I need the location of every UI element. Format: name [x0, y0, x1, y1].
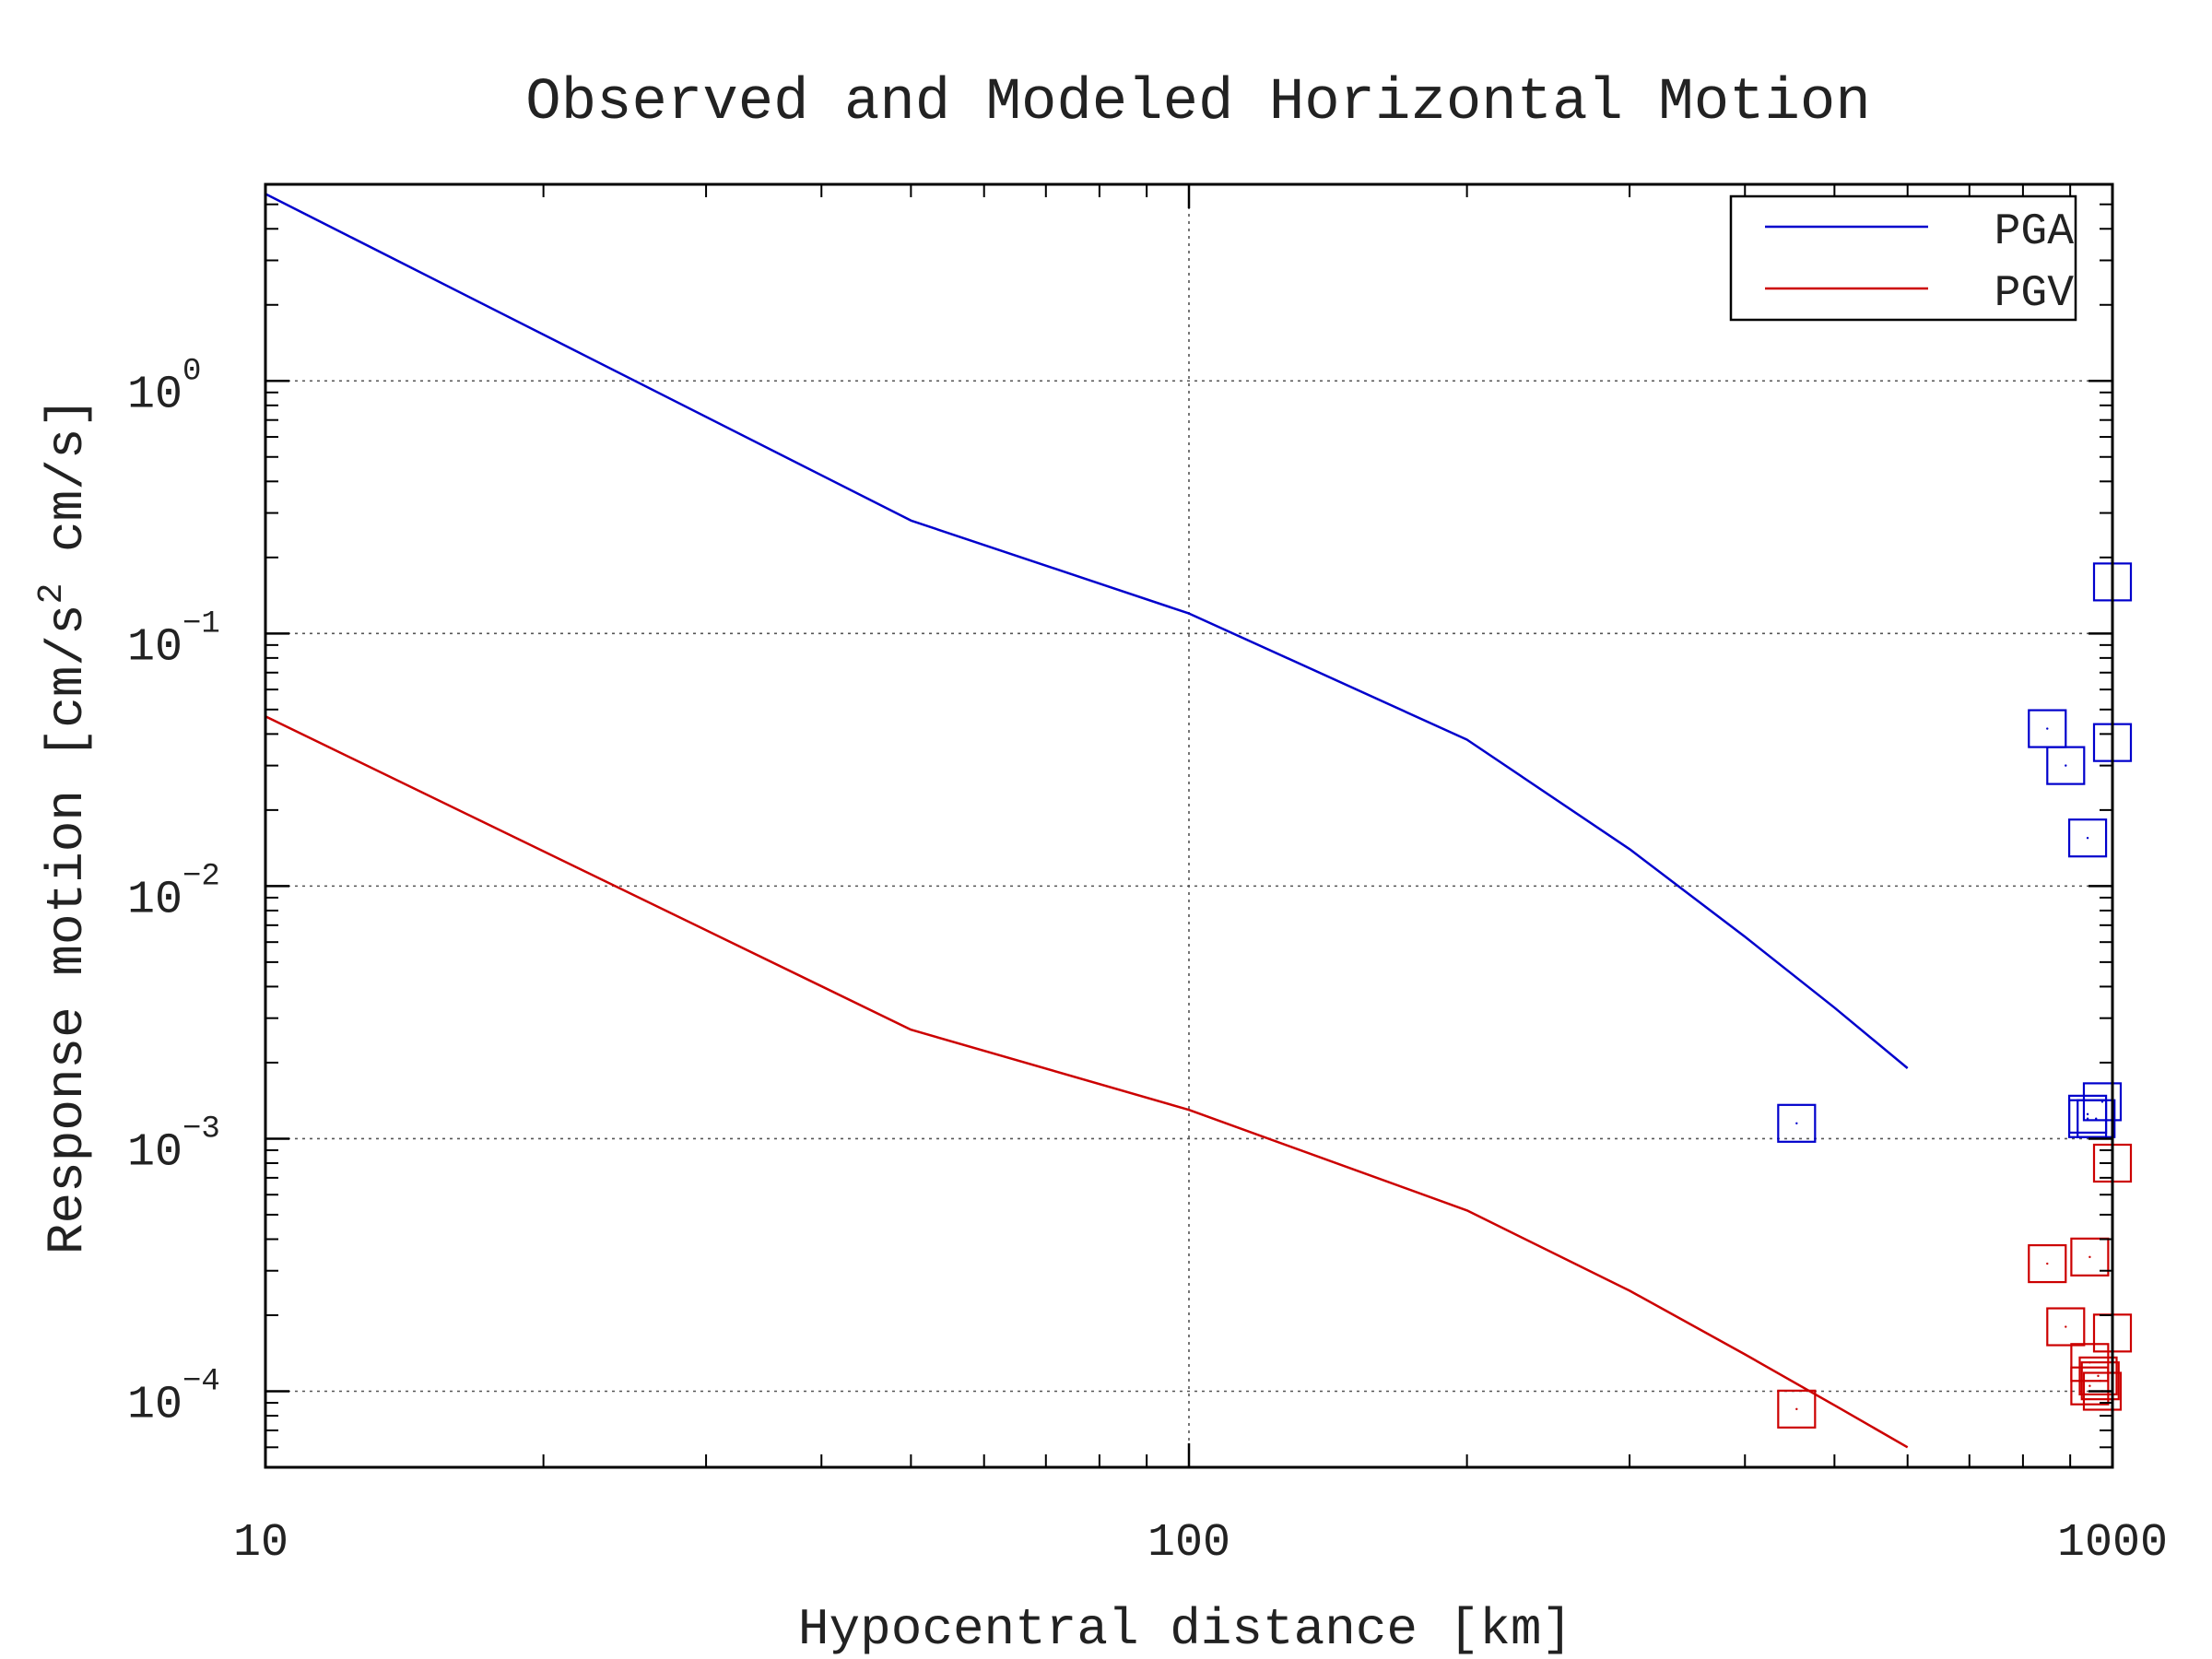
observed-point-dot [2100, 1100, 2104, 1103]
observed-point-dot [2088, 1255, 2091, 1259]
observed-point-dot [2086, 837, 2089, 840]
chart-title: Observed and Modeled Horizontal Motion [525, 70, 1870, 136]
series-line-pga [265, 193, 1909, 1069]
observed-point-dot [1795, 1122, 1798, 1125]
observed-point-marker [2046, 746, 2086, 785]
axis-ticks [264, 183, 2114, 1468]
observed-point-dot [2097, 1374, 2100, 1378]
y-axis-label: Response motion [cm/s2 cm/s] [32, 397, 97, 1254]
y-tick-label: 10−3 [127, 1112, 220, 1179]
observed-point-marker [2078, 1356, 2118, 1395]
observed-point-marker [2070, 1366, 2110, 1406]
observed-point-dot [2099, 1379, 2101, 1382]
observed-point-marker [2067, 818, 2108, 858]
x-tick-label: 1000 [2057, 1517, 2168, 1570]
observed-point-dot [2065, 1325, 2067, 1328]
y-tick-label: 100 [127, 354, 201, 421]
observed-point-dot [2086, 1112, 2089, 1116]
observed-point-marker [1777, 1389, 1817, 1429]
x-axis-label: Hypocentral distance [km] [798, 1600, 1572, 1659]
y-tick-label: 10−2 [127, 859, 220, 926]
observed-point-marker [2082, 1371, 2123, 1411]
observed-point-marker [2067, 1094, 2108, 1134]
series-lines [265, 193, 1909, 1449]
y-tick-labels: 100 10−1 10−2 10−3 10−4 [127, 354, 220, 1431]
observed-point-dot [2046, 1262, 2049, 1265]
grid-lines [265, 184, 2112, 1467]
observed-point-marker [2082, 1082, 2123, 1122]
y-tick-label: 10−1 [127, 606, 220, 674]
x-tick-label: 100 [1147, 1517, 1230, 1570]
observed-point-marker [2080, 1361, 2120, 1401]
y-axis-label-rest: cm/s] [38, 397, 97, 583]
x-tick-label: 10 [233, 1517, 288, 1570]
y-tick-label: 10−4 [127, 1364, 220, 1431]
series-line-pgv [265, 715, 1909, 1449]
observed-point-dot [1795, 1407, 1798, 1411]
series-markers [1777, 562, 2133, 1429]
observed-point-marker [2077, 1099, 2116, 1138]
observed-point-marker [2070, 1237, 2110, 1277]
legend-label-pga: PGA [1994, 207, 2075, 257]
observed-point-marker [2046, 1307, 2086, 1347]
y-axis-label-sup: 2 [32, 583, 72, 605]
observed-point-dot [2088, 1384, 2091, 1387]
observed-point-marker [1777, 1103, 1817, 1143]
x-tick-labels: 10 100 1000 [233, 1517, 2168, 1570]
observed-point-dot [2065, 764, 2067, 767]
observed-point-dot [2046, 727, 2049, 730]
y-axis-label-main: Response motion [cm/s [38, 604, 97, 1254]
observed-point-marker [2028, 1243, 2067, 1284]
legend-box [1729, 194, 2077, 322]
legend: PGA PGV [1729, 194, 2077, 322]
legend-label-pgv: PGV [1994, 269, 2075, 319]
